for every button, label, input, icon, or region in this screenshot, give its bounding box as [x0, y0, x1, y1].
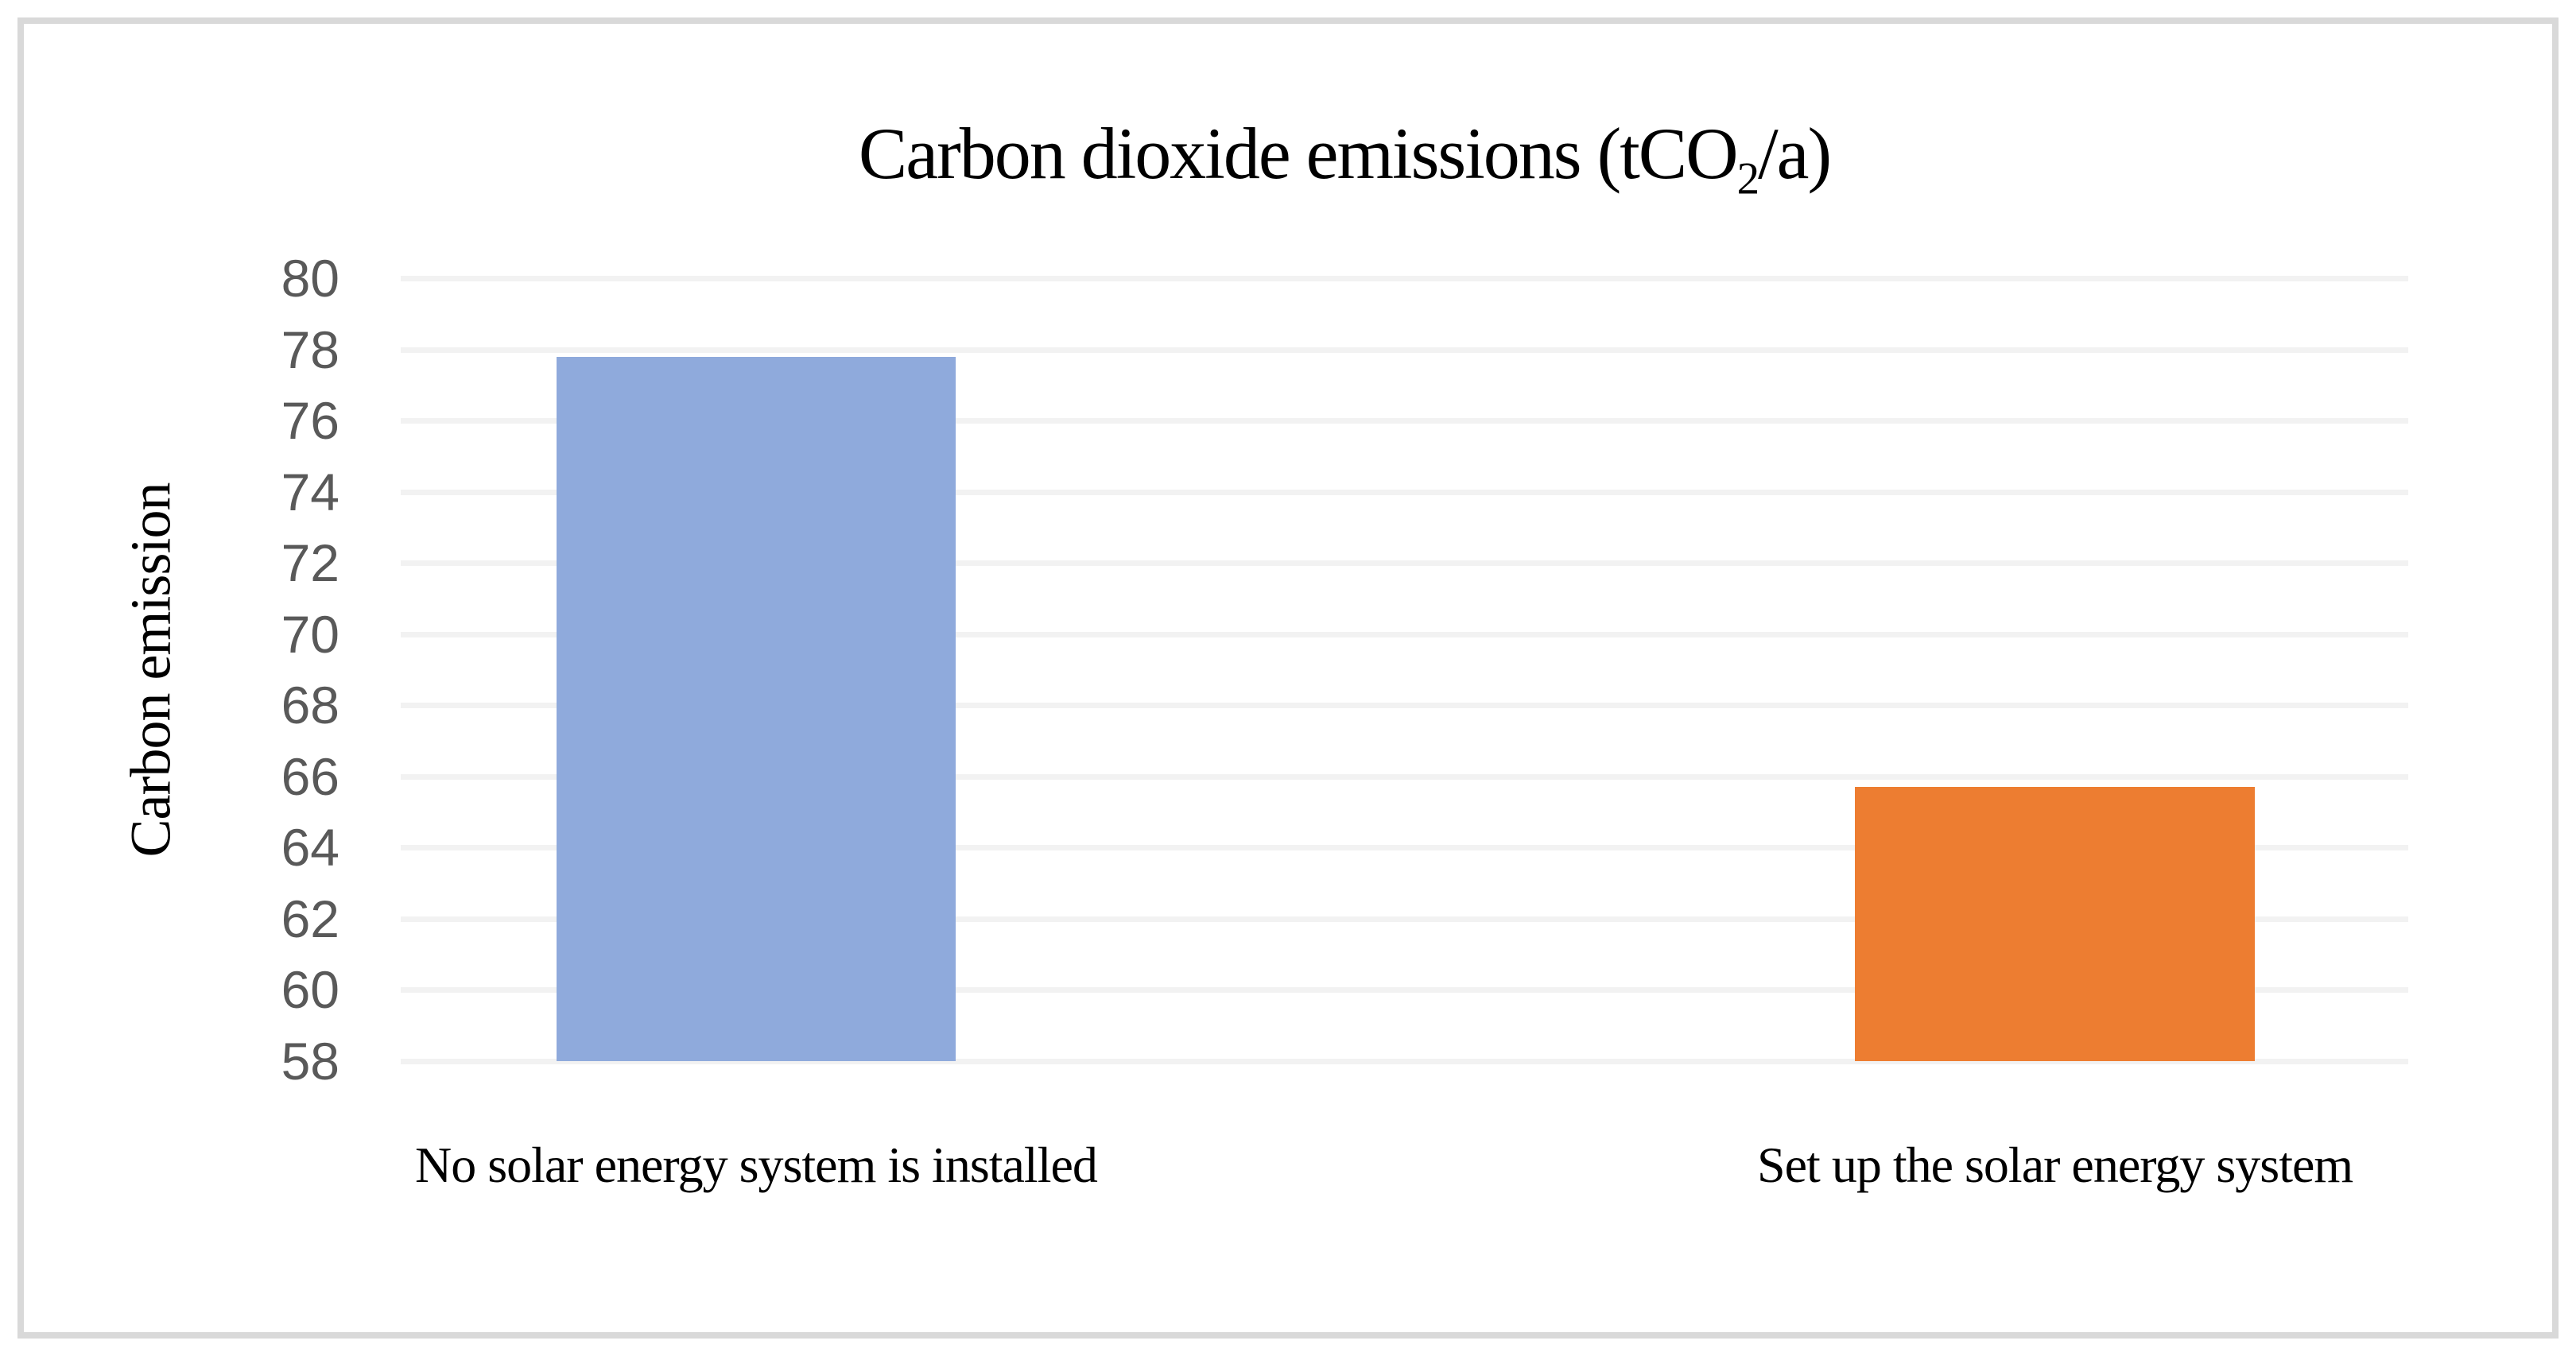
y-tick-label-78: 78 — [281, 320, 339, 379]
figure-border — [17, 17, 2559, 1339]
gridline-y-70 — [401, 631, 2408, 637]
y-tick-label-60: 60 — [281, 960, 339, 1020]
chart-title-text: Carbon dioxide emissions (tCO — [858, 113, 1739, 194]
category-label-solar-system-installed: Set up the solar energy system — [1757, 1137, 2353, 1193]
y-tick-label-62: 62 — [281, 889, 339, 948]
gridline-y-68 — [401, 703, 2408, 709]
y-tick-label-74: 74 — [281, 462, 339, 521]
y-tick-label-70: 70 — [281, 604, 339, 664]
gridline-y-62 — [401, 916, 2408, 922]
gridline-y-58 — [401, 1059, 2408, 1064]
y-axis-tick-labels: 80 78 76 74 72 70 68 66 64 62 60 58 — [0, 252, 339, 1087]
category-label-no-solar-system: No solar energy system is installed — [414, 1137, 1098, 1193]
bar-solar-system-installed — [1855, 787, 2255, 1061]
y-tick-label-80: 80 — [281, 249, 339, 308]
y-tick-label-66: 66 — [281, 746, 339, 806]
gridline-y-60 — [401, 987, 2408, 994]
y-tick-label-58: 58 — [281, 1032, 339, 1091]
gridline-y-76 — [401, 418, 2408, 424]
gridline-y-66 — [401, 773, 2408, 780]
y-tick-label-68: 68 — [281, 676, 339, 735]
chart-title-subscript: 2 — [1736, 153, 1759, 204]
plot-area — [401, 276, 2408, 1064]
gridline-y-74 — [401, 489, 2408, 495]
x-axis-category-labels: No solar energy system is installed Set u… — [401, 1135, 2408, 1222]
chart-title: Carbon dioxide emissions (tCO2/a) — [858, 110, 1832, 201]
y-tick-label-72: 72 — [281, 533, 339, 593]
gridline-y-78 — [401, 347, 2408, 353]
gridline-y-72 — [401, 560, 2408, 567]
gridline-y-80 — [401, 276, 2408, 281]
gridline-y-64 — [401, 845, 2408, 851]
bar-no-solar-system — [556, 356, 956, 1061]
chart-title-suffix: /a) — [1758, 113, 1832, 194]
y-tick-label-64: 64 — [281, 818, 339, 878]
y-tick-label-76: 76 — [281, 391, 339, 451]
